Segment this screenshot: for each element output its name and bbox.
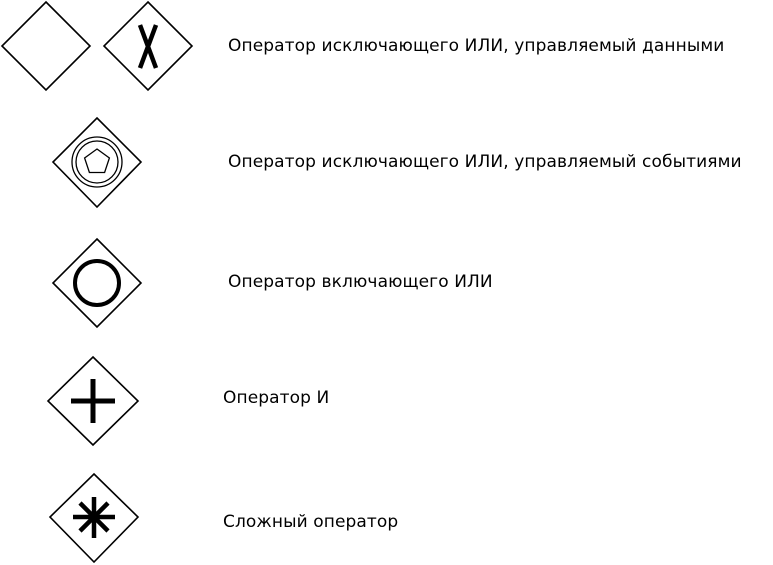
exclusive-data-gateway-label: Оператор исключающего ИЛИ, управляемый д… — [228, 36, 725, 56]
parallel-gateway-label: Оператор И — [223, 388, 330, 408]
parallel-gateway-icon — [46, 355, 140, 447]
outer-circle-icon — [71, 136, 123, 188]
inclusive-gateway-label: Оператор включающего ИЛИ — [228, 272, 493, 292]
empty-diamond-icon — [0, 0, 92, 92]
asterisk-marker-icon — [73, 497, 115, 538]
complex-gateway-icon — [48, 472, 140, 564]
event-based-gateway-label: Оператор исключающего ИЛИ, управляемый с… — [228, 152, 742, 172]
circle-marker-icon — [73, 259, 121, 307]
event-based-gateway-icon — [51, 116, 143, 209]
pentagon-icon — [83, 148, 111, 174]
plus-marker-icon — [71, 379, 115, 423]
x-marker-icon — [137, 24, 159, 69]
inner-circle-icon — [75, 140, 119, 184]
inclusive-gateway-icon — [51, 237, 143, 329]
diamond-icon — [51, 237, 143, 329]
complex-gateway-label: Сложный оператор — [223, 512, 399, 532]
exclusive-data-gateway-icons — [0, 0, 194, 92]
diamond-icon — [51, 116, 143, 209]
